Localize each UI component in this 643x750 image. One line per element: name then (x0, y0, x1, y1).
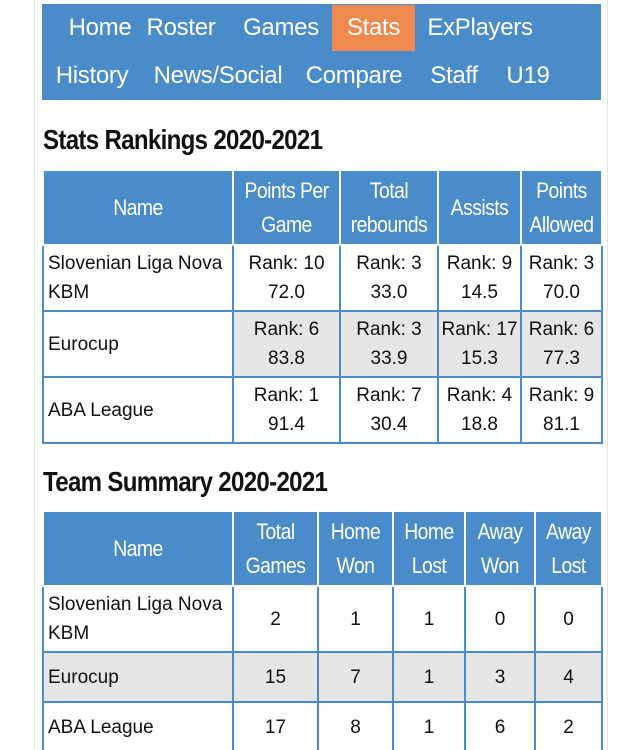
cell-ppg: Rank: 1 91.4 (232, 376, 341, 444)
cell-pa: Rank: 3 70.0 (520, 244, 603, 312)
team-summary-title: Team Summary 2020-2021 (43, 466, 328, 497)
nav-roster[interactable]: Roster (146, 14, 216, 41)
cell-home-won: 7 (317, 651, 394, 703)
rankings-header-row: Name Points Per Game Total rebounds Assist… (42, 169, 603, 246)
nav-history[interactable]: History (55, 62, 129, 89)
nav-home[interactable]: Home (68, 14, 132, 41)
nav-news-social[interactable]: News/Social (153, 62, 283, 89)
row-name: ABA League (42, 701, 234, 750)
cell-ast: Rank: 9 14.5 (437, 244, 522, 312)
summary-header-row: Name Total Games Home Won Home Lost Away Won… (42, 510, 603, 587)
nav-staff[interactable]: Staff (430, 62, 478, 89)
col-home-lost[interactable]: Home Lost (392, 510, 466, 587)
cell-ppg: Rank: 6 83.8 (232, 310, 341, 378)
col-name[interactable]: Name (42, 510, 234, 587)
cell-reb: Rank: 3 33.9 (339, 310, 439, 378)
cell-away-lost: 2 (534, 701, 603, 750)
col-away-lost[interactable]: Away Lost (534, 510, 603, 587)
cell-away-won: 6 (464, 701, 536, 750)
cell-away-won: 0 (464, 585, 536, 653)
nav-stats[interactable]: Stats (332, 5, 415, 51)
nav-compare[interactable]: Compare (305, 62, 403, 89)
nav-explayers[interactable]: ExPlayers (427, 14, 533, 41)
cell-total-games: 2 (232, 585, 319, 653)
cell-home-won: 1 (317, 585, 394, 653)
col-total-rebounds[interactable]: Total rebounds (339, 169, 439, 246)
cell-reb: Rank: 7 30.4 (339, 376, 439, 444)
cell-ast: Rank: 17 15.3 (437, 310, 522, 378)
table-row: Eurocup Rank: 6 83.8 Rank: 3 33.9 Rank: 17… (42, 310, 603, 378)
cell-total-games: 17 (232, 701, 319, 750)
row-name: Slovenian Liga Nova KBM (42, 585, 234, 653)
col-points-allowed[interactable]: Points Allowed (520, 169, 603, 246)
row-name: Eurocup (42, 310, 234, 378)
table-row: Slovenian Liga Nova KBM 2 1 1 0 0 (42, 585, 603, 653)
cell-ast: Rank: 4 18.8 (437, 376, 522, 444)
main-nav: Home Roster Games Stats ExPlayers Histor… (42, 4, 601, 100)
cell-pa: Rank: 9 81.1 (520, 376, 603, 444)
table-row: Eurocup 15 7 1 3 4 (42, 651, 603, 703)
row-name: Slovenian Liga Nova KBM (42, 244, 234, 312)
col-assists[interactable]: Assists (437, 169, 522, 246)
table-row: Slovenian Liga Nova KBM Rank: 10 72.0 Rank… (42, 244, 603, 312)
cell-reb: Rank: 3 33.0 (339, 244, 439, 312)
nav-u19[interactable]: U19 (506, 62, 550, 89)
cell-away-lost: 0 (534, 585, 603, 653)
cell-home-lost: 1 (392, 701, 466, 750)
cell-away-lost: 4 (534, 651, 603, 703)
cell-home-won: 8 (317, 701, 394, 750)
stats-rankings-title: Stats Rankings 2020-2021 (43, 124, 323, 155)
cell-away-won: 3 (464, 651, 536, 703)
cell-ppg: Rank: 10 72.0 (232, 244, 341, 312)
row-name: ABA League (42, 376, 234, 444)
col-name[interactable]: Name (42, 169, 234, 246)
cell-total-games: 15 (232, 651, 319, 703)
table-row: ABA League Rank: 1 91.4 Rank: 7 30.4 Rank:… (42, 376, 603, 444)
col-home-won[interactable]: Home Won (317, 510, 394, 587)
row-name: Eurocup (42, 651, 234, 703)
cell-home-lost: 1 (392, 651, 466, 703)
col-total-games[interactable]: Total Games (232, 510, 319, 587)
nav-games[interactable]: Games (243, 14, 319, 41)
cell-home-lost: 1 (392, 585, 466, 653)
team-summary-table: Name Total Games Home Won Home Lost Away Won… (42, 510, 603, 750)
col-points-per-game[interactable]: Points Per Game (232, 169, 341, 246)
col-away-won[interactable]: Away Won (464, 510, 536, 587)
cell-pa: Rank: 6 77.3 (520, 310, 603, 378)
stats-rankings-table: Name Points Per Game Total rebounds Assist… (42, 169, 603, 444)
table-row: ABA League 17 8 1 6 2 (42, 701, 603, 750)
